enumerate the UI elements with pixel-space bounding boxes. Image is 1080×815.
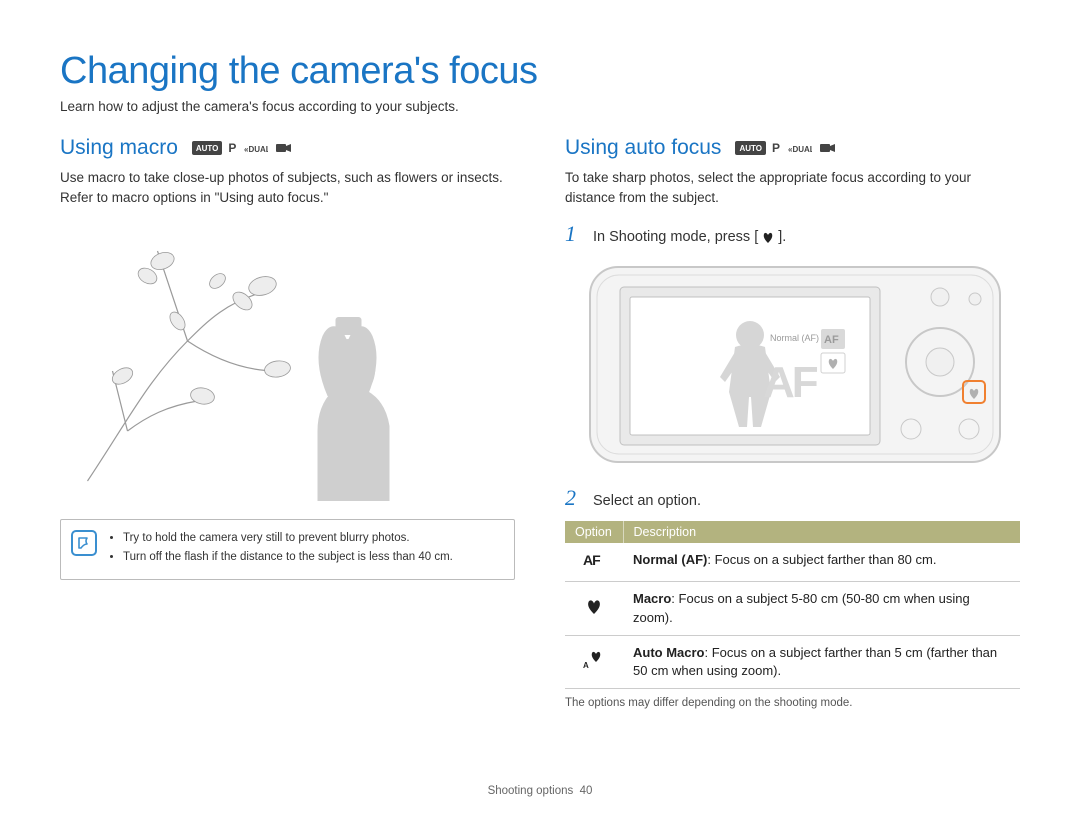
mode-video-icon [274, 141, 294, 155]
using-autofocus-body: To take sharp photos, select the appropr… [565, 168, 1020, 207]
page-intro: Learn how to adjust the camera's focus a… [60, 99, 1020, 114]
svg-text:«DUAL: «DUAL [244, 145, 268, 154]
screen-normal-af-label: Normal (AF) [770, 333, 819, 343]
table-row: Macro: Focus on a subject 5-80 cm (50-80… [565, 582, 1020, 635]
using-autofocus-heading: Using auto focus AUTO P «DUAL [565, 136, 1020, 160]
mode-auto-icon: AUTO [735, 141, 766, 155]
option-desc: Normal (AF): Focus on a subject farther … [623, 543, 1020, 582]
auto-macro-icon: A [583, 650, 605, 668]
tip-item: Turn off the flash if the distance to th… [123, 549, 502, 566]
page-title: Changing the camera's focus [60, 50, 1020, 93]
option-icon-normal-af: AF [565, 543, 623, 582]
mode-dual-icon: «DUAL [242, 141, 270, 155]
macro-illustration [60, 221, 515, 501]
camera-illustration: Normal (AF) AF AF [585, 257, 1005, 467]
note-icon [71, 530, 97, 556]
mode-video-icon [818, 141, 838, 155]
using-autofocus-heading-text: Using auto focus [565, 136, 721, 160]
macro-icon [583, 597, 605, 615]
using-macro-body: Use macro to take close-up photos of sub… [60, 168, 515, 207]
step-1-suffix: ]. [778, 229, 786, 245]
table-header-description: Description [623, 521, 1020, 543]
option-rest: : Focus on a subject 5-80 cm (50-80 cm w… [633, 591, 970, 624]
mode-auto-icon: AUTO [192, 141, 223, 155]
right-column: Using auto focus AUTO P «DUAL To take sh… [565, 136, 1020, 709]
autofocus-mode-icons: AUTO P «DUAL [735, 141, 838, 155]
step-2-text: Select an option. [593, 493, 701, 509]
step-number: 2 [565, 485, 583, 511]
table-row: AF Normal (AF): Focus on a subject farth… [565, 543, 1020, 582]
step-1-prefix: In Shooting mode, press [ [593, 229, 758, 245]
step-2: 2 Select an option. [565, 485, 1020, 511]
option-rest: : Focus on a subject farther than 80 cm. [707, 552, 936, 567]
option-desc: Auto Macro: Focus on a subject farther t… [623, 635, 1020, 688]
table-row: A Auto Macro: Focus on a subject farther… [565, 635, 1020, 688]
option-icon-macro [565, 582, 623, 635]
footer-page-number: 40 [580, 785, 593, 797]
svg-text:AF: AF [583, 552, 601, 568]
mode-p-icon: P [770, 141, 782, 155]
tip-item: Try to hold the camera very still to pre… [123, 530, 502, 547]
options-footnote: The options may differ depending on the … [565, 697, 1020, 709]
af-icon: AF [583, 551, 605, 569]
tip-list: Try to hold the camera very still to pre… [109, 530, 502, 567]
svg-text:AF: AF [763, 358, 818, 407]
using-macro-heading-text: Using macro [60, 136, 178, 160]
step-number: 1 [565, 221, 583, 247]
using-macro-heading: Using macro AUTO P «DUAL [60, 136, 515, 160]
mode-p-icon: P [226, 141, 238, 155]
svg-text:«DUAL: «DUAL [788, 145, 812, 154]
focus-options-table: Option Description AF Normal (AF): Focus… [565, 521, 1020, 689]
table-header-option: Option [565, 521, 623, 543]
footer-section: Shooting options [488, 785, 574, 797]
macro-button-icon [760, 230, 776, 244]
svg-text:AF: AF [824, 334, 839, 346]
option-desc: Macro: Focus on a subject 5-80 cm (50-80… [623, 582, 1020, 635]
content-columns: Using macro AUTO P «DUAL Use macro to ta… [60, 136, 1020, 709]
step-1: 1 In Shooting mode, press [ ]. [565, 221, 1020, 247]
option-bold: Normal (AF) [633, 552, 707, 567]
option-bold: Macro [633, 591, 671, 606]
option-icon-auto-macro: A [565, 635, 623, 688]
left-column: Using macro AUTO P «DUAL Use macro to ta… [60, 136, 515, 709]
mode-dual-icon: «DUAL [786, 141, 814, 155]
macro-mode-icons: AUTO P «DUAL [192, 141, 295, 155]
page-footer: Shooting options 40 [0, 785, 1080, 797]
tip-box: Try to hold the camera very still to pre… [60, 519, 515, 580]
step-1-text: In Shooting mode, press [ ]. [593, 229, 786, 245]
option-bold: Auto Macro [633, 645, 705, 660]
svg-text:A: A [583, 661, 589, 669]
